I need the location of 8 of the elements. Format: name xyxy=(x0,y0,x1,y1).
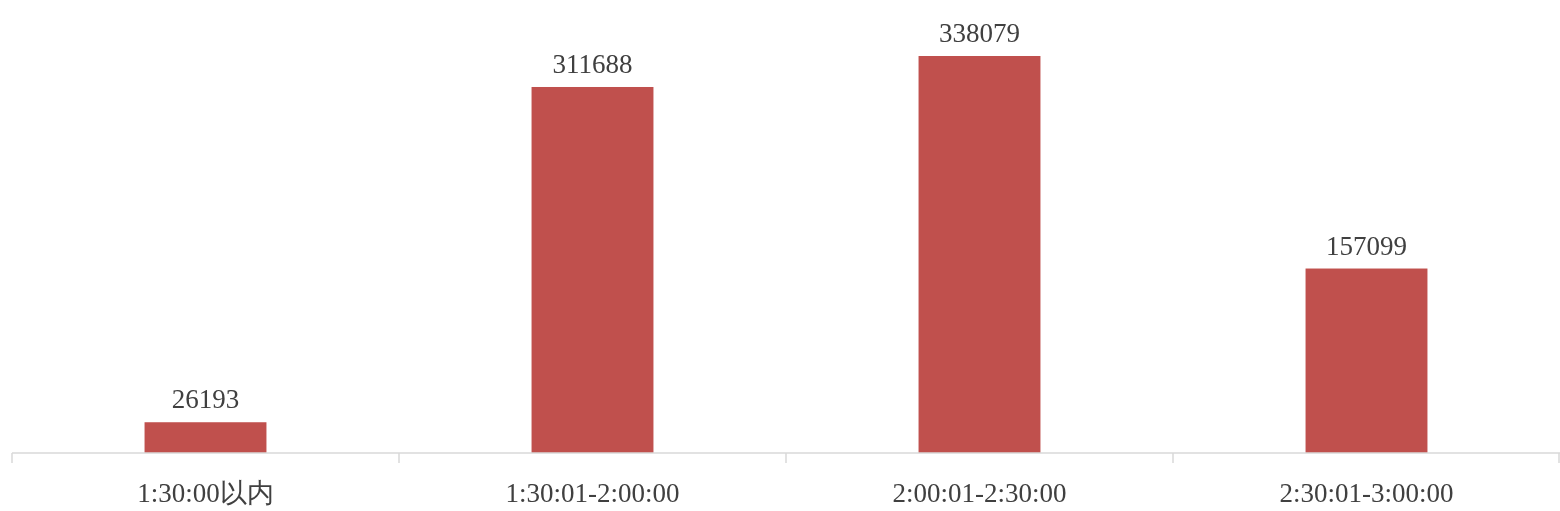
x-tick-label: 2:30:01-3:00:00 xyxy=(1279,478,1454,508)
data-label: 157099 xyxy=(1326,230,1407,261)
data-label: 338079 xyxy=(939,18,1020,48)
data-label: 26193 xyxy=(171,384,240,415)
x-tick-label: 1:30:01-2:00:00 xyxy=(505,478,680,508)
x-tick-label: 2:00:01-2:30:00 xyxy=(892,478,1067,508)
data-label: 311688 xyxy=(552,48,633,79)
x-tick-label: 1:30:00以内 xyxy=(137,478,274,508)
